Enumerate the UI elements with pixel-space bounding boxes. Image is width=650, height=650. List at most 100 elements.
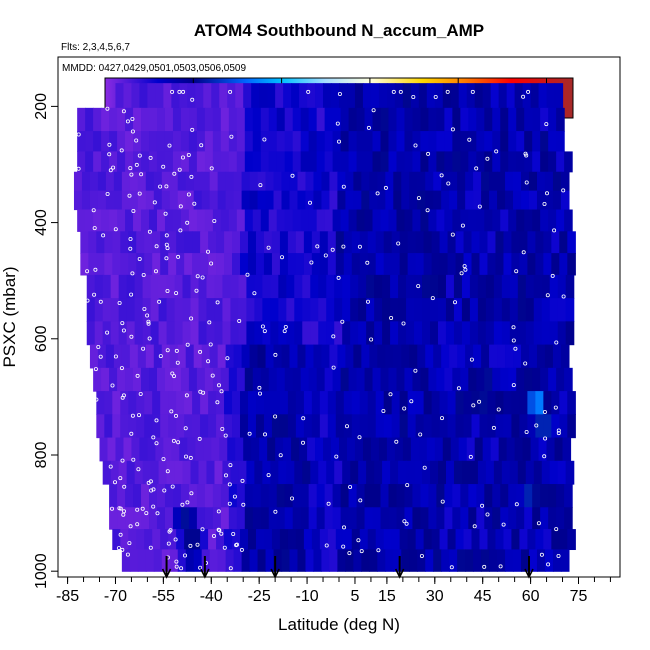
heatmap-cell [321,190,331,211]
heatmap-cell [383,253,393,276]
heatmap-cell [190,298,200,322]
heatmap-cell [252,107,262,132]
heatmap-cell [422,321,431,346]
sample-point [186,192,191,197]
heatmap-cell [109,209,118,232]
heatmap-cell [500,107,509,132]
heatmap-cell [516,484,525,508]
heatmap-cell [546,83,556,109]
heatmap-cell [156,484,166,508]
heatmap-cell [535,391,544,415]
heatmap-cell [412,484,422,508]
heatmap-cell [493,460,503,485]
sample-point [365,260,370,265]
heatmap-cell [300,367,310,392]
heatmap-cell [346,83,356,109]
heatmap-cell [270,460,279,485]
sample-point [450,232,455,237]
heatmap-cell [117,484,126,508]
heatmap-cell [460,367,469,392]
heatmap-cell [461,460,471,485]
heatmap-cell [489,171,498,192]
heatmap-cell [318,298,327,322]
heatmap-cell [209,344,219,369]
heatmap-cell [412,209,422,232]
heatmap-cell [169,549,179,572]
heatmap-cell [364,209,374,232]
heatmap-cell [263,529,273,551]
heatmap-cell [203,437,212,462]
heatmap-cell [380,131,390,153]
sample-point [219,389,224,394]
heatmap-cell [287,529,297,551]
heatmap-cell [313,171,323,192]
heatmap-cell [305,171,315,192]
heatmap-cell [104,253,113,276]
heatmap-cell [156,107,166,132]
heatmap-cell [479,414,489,439]
heatmap-cell [145,549,155,572]
heatmap-cell [271,414,281,439]
heatmap-cell [273,190,283,211]
heatmap-cell [367,414,377,439]
heatmap-cell [473,171,482,192]
heatmap-cell [267,437,276,462]
heatmap-cell [81,171,91,192]
heatmap-cell [390,321,399,346]
heatmap-cell [263,414,273,439]
heatmap-cell [216,414,225,439]
heatmap-cell [457,344,466,369]
heatmap-cell [380,209,390,232]
heatmap-cell [394,437,404,462]
sample-point [411,95,416,100]
heatmap-cell [240,391,249,415]
heatmap-cell [374,298,383,322]
heatmap-cell [166,321,176,346]
heatmap-cell [516,507,525,530]
heatmap-cell [327,391,337,415]
heatmap-cell [208,231,217,254]
sample-point [194,288,199,293]
heatmap-cell [107,437,117,462]
heatmap-cell [385,190,394,211]
heatmap-cell [171,83,180,109]
heatmap-cell [308,507,318,530]
sample-point [146,319,151,324]
sample-point [85,298,90,303]
heatmap-cell [549,274,559,299]
heatmap-cell [458,83,468,109]
heatmap-cell [527,391,536,415]
heatmap-cell [492,209,501,232]
sample-point [273,414,278,419]
heatmap-cell [209,171,219,192]
heatmap-cell [217,171,227,192]
heatmap-cell [466,437,476,462]
heatmap-cell [361,190,370,211]
sample-point [125,552,130,557]
heatmap-cell [465,549,474,572]
heatmap-cell [319,414,329,439]
heatmap-cell [144,231,153,254]
heatmap-cell [335,391,345,415]
heatmap-cell [295,231,305,254]
sample-point [409,399,414,404]
heatmap-cell [375,253,385,276]
heatmap-cell [430,274,439,299]
x-tick-label: 30 [426,588,444,605]
heatmap-cell [436,107,445,132]
heatmap-cell [556,507,565,530]
heatmap-cell [560,549,570,572]
sample-point [110,506,115,511]
heatmap-cell [337,190,346,211]
heatmap-cell [393,190,402,211]
heatmap-cell [382,460,391,485]
heatmap-cell [548,209,557,232]
heatmap-cell [420,367,430,392]
heatmap-cell [552,344,562,369]
heatmap-cell [524,151,533,173]
heatmap-cell [77,209,86,232]
heatmap-cell [554,83,564,109]
heatmap-cell [169,190,179,211]
heatmap-cell [380,484,390,508]
heatmap-cell [477,298,487,322]
